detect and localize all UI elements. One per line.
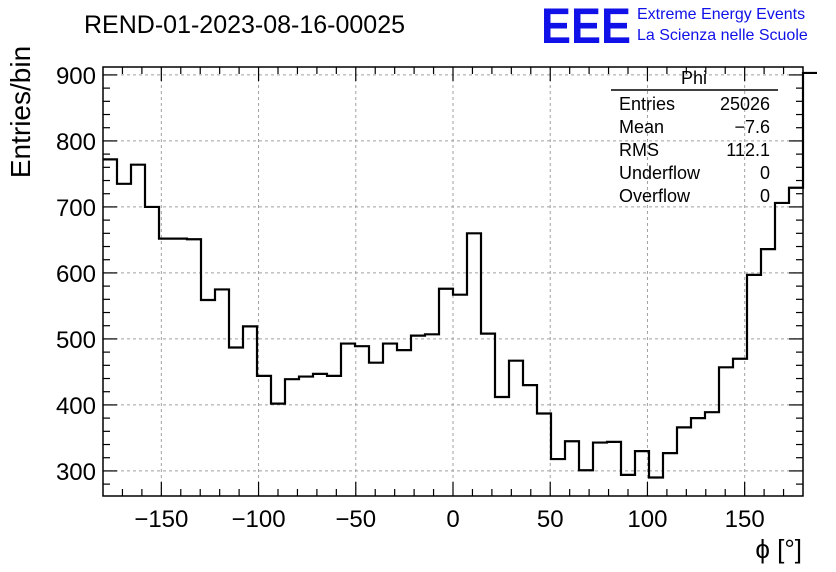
stats-value: 25026 <box>720 94 770 114</box>
axis-tick-labels: −150 −100 −50 0 50 100 150 300 400 500 600 700 800 90… <box>56 63 765 533</box>
histogram-bin <box>565 441 579 496</box>
histogram-bin <box>425 334 439 496</box>
histogram-bin <box>173 239 187 496</box>
histogram-bin <box>271 404 285 496</box>
histogram-bin <box>523 385 537 496</box>
histogram-bin <box>775 203 789 496</box>
histogram-bin <box>131 165 145 496</box>
histogram-bin <box>495 397 509 496</box>
y-tick-label: 300 <box>56 459 96 486</box>
histogram-bin <box>313 374 327 496</box>
histogram-bin <box>747 275 761 496</box>
histogram-bin <box>243 326 257 496</box>
histogram-outline <box>103 71 817 479</box>
histogram-bin <box>187 239 201 496</box>
histogram-bin <box>397 350 411 496</box>
histogram-bin <box>677 427 691 496</box>
histogram-bin <box>719 367 733 496</box>
eee-logo-mark: EEE <box>541 0 631 54</box>
histogram-bin <box>579 470 593 496</box>
eee-logo-line2: La Scienza nelle Scuole <box>637 27 808 44</box>
x-tick-label: −50 <box>335 506 376 533</box>
stats-label: Overflow <box>619 186 691 206</box>
chart-title: REND-01-2023-08-16-00025 <box>84 11 405 39</box>
histogram-bin <box>607 442 621 496</box>
x-tick-label: −150 <box>134 506 188 533</box>
histogram-bin <box>257 376 271 496</box>
histogram-bin <box>803 73 817 496</box>
y-tick-label: 700 <box>56 195 96 222</box>
stats-value: 0 <box>760 163 770 183</box>
y-tick-label: 800 <box>56 129 96 156</box>
histogram-bin <box>285 379 299 496</box>
histogram-bin <box>327 376 341 496</box>
histogram-bin <box>537 414 551 497</box>
histogram-bin <box>467 233 481 496</box>
stats-label: Mean <box>619 117 664 137</box>
histogram-bin <box>355 346 369 496</box>
histogram-bin <box>761 249 775 496</box>
histogram-bin <box>117 184 131 496</box>
histogram-bin <box>551 459 565 496</box>
histogram-bin <box>481 334 495 496</box>
histogram-bin <box>369 363 383 496</box>
histogram-bin <box>509 361 523 496</box>
eee-logo-line1: Extreme Energy Events <box>637 6 805 23</box>
stats-label: Underflow <box>619 163 701 183</box>
axis-ticks <box>103 67 803 496</box>
histogram-bin <box>145 207 159 496</box>
y-tick-label: 900 <box>56 63 96 90</box>
histogram-bin <box>159 239 173 496</box>
histogram-bin <box>593 443 607 496</box>
grid-lines <box>103 67 803 496</box>
stats-title: Phi <box>681 68 707 88</box>
stats-label: Entries <box>619 94 675 114</box>
y-tick-label: 400 <box>56 393 96 420</box>
histogram-bin <box>299 377 313 496</box>
x-tick-label: 0 <box>446 506 459 533</box>
eee-logo: EEE Extreme Energy Events La Scienza nel… <box>541 0 808 54</box>
histogram-bin <box>663 453 677 496</box>
x-tick-label: 150 <box>725 506 765 533</box>
y-tick-label: 600 <box>56 261 96 288</box>
histogram-bin <box>439 289 453 496</box>
x-axis-label: ϕ [°] <box>755 534 802 564</box>
histogram-bin <box>411 336 425 496</box>
stats-value: −7.6 <box>734 117 770 137</box>
stats-value: 112.1 <box>726 140 770 160</box>
x-tick-label: 100 <box>627 506 667 533</box>
stats-box: Phi Entries 25026 Mean −7.6 RMS 112.1 Un… <box>611 68 778 206</box>
y-tick-label: 500 <box>56 327 96 354</box>
stats-label: RMS <box>619 140 659 160</box>
x-tick-label: 50 <box>537 506 564 533</box>
histogram-bin <box>103 159 117 496</box>
histogram-bin <box>733 359 747 496</box>
histogram-bin <box>649 478 663 496</box>
histogram-bin <box>691 418 705 496</box>
histogram-bin <box>383 344 397 496</box>
histogram-bin <box>229 348 243 497</box>
histogram-bin <box>215 289 229 496</box>
histogram-series <box>103 71 817 497</box>
histogram-bin <box>789 188 803 496</box>
y-axis-label: Entries/bin <box>5 46 36 178</box>
histogram-bin <box>201 300 215 496</box>
stats-value: 0 <box>760 186 770 206</box>
histogram-bin <box>453 295 467 496</box>
histogram-bin <box>705 412 719 496</box>
x-tick-label: −100 <box>232 506 286 533</box>
histogram-bin <box>341 344 355 496</box>
